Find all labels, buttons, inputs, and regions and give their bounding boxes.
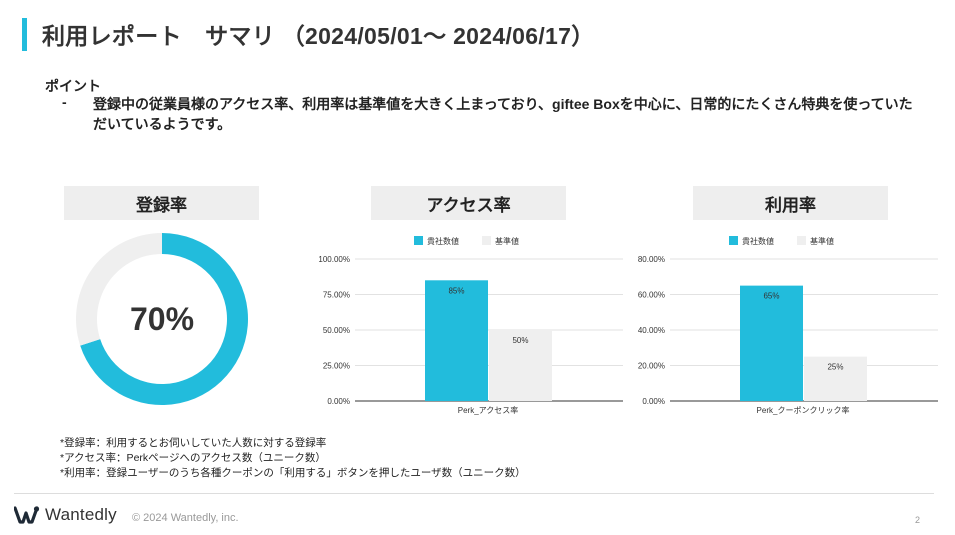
- point-bullet-dash: -: [62, 94, 67, 110]
- donut-slice-1: [75, 233, 162, 346]
- page-title: 利用レポート サマリ （2024/05/01〜 2024/06/17）: [42, 23, 595, 49]
- usage-chart-bar-label-0: 65%: [763, 292, 779, 301]
- access-chart-ytick-label-2: 50.00%: [323, 326, 350, 335]
- usage-chart-legend-label-0: 貴社数値: [742, 236, 774, 246]
- point-heading: ポイント: [45, 78, 101, 94]
- usage-chart-legend-label-1: 基準値: [810, 236, 834, 246]
- footnote-usage: *利用率：登録ユーザーのうち各種クーポンの「利用する」ボタンを押したユーザ数（ユ…: [60, 467, 526, 479]
- usage-chart-ytick-label-3: 60.00%: [638, 291, 665, 300]
- access-chart-ytick-label-0: 0.00%: [327, 397, 350, 406]
- wantedly-logo: Wantedly: [14, 505, 117, 525]
- usage-chart-ytick-label-1: 20.00%: [638, 362, 665, 371]
- registration-donut-chart: 70%: [72, 229, 252, 409]
- access-chart-legend-label-0: 貴社数値: [427, 236, 459, 246]
- wantedly-w-icon: [14, 506, 40, 524]
- access-chart-ytick-label-4: 100.00%: [318, 255, 350, 264]
- access-chart-bar-label-1: 50%: [512, 336, 528, 345]
- usage-chart-bar-1: [804, 356, 867, 401]
- usage-chart-ytick-label-0: 0.00%: [642, 397, 665, 406]
- usage-chart-bar-0: [740, 285, 803, 401]
- access-chart-bar-1: [489, 330, 552, 401]
- usage-chart-ytick-label-4: 80.00%: [638, 255, 665, 264]
- access-chart-ytick-label-1: 25.00%: [323, 362, 350, 371]
- access-chart-bar-0: [425, 280, 488, 401]
- donut-center-label: 70%: [130, 301, 194, 337]
- usage-chart-category-label: Perk_クーポンクリック率: [757, 405, 850, 415]
- access-chart-legend-swatch-0: [414, 236, 423, 245]
- usage-rate-header: 利用率: [693, 186, 888, 220]
- logo-text: Wantedly: [45, 505, 117, 524]
- access-rate-header: アクセス率: [371, 186, 566, 220]
- title-accent-bar: [22, 18, 27, 51]
- access-chart-ytick-label-3: 75.00%: [323, 291, 350, 300]
- usage-rate-bar-chart: 貴社数値 基準値 0.00% 20.00% 40.00% 60.00% 80.00% 65% 2…: [638, 236, 938, 415]
- footnote-access: *アクセス率：Perkページへのアクセス数（ユニーク数）: [60, 452, 326, 464]
- footer-divider: [14, 493, 934, 494]
- page-number: 2: [915, 515, 921, 525]
- usage-chart-legend-swatch-1: [797, 236, 806, 245]
- footnotes: *登録率：利用するとお伺いしていた人数に対する登録率 *アクセス率：Perkペー…: [60, 436, 526, 481]
- usage-chart-ytick-label-2: 40.00%: [638, 326, 665, 335]
- point-text: 登録中の従業員様のアクセス率、利用率は基準値を大きく上まっており、giftee …: [93, 96, 913, 132]
- copyright: © 2024 Wantedly, inc.: [132, 512, 239, 524]
- access-chart-category-label: Perk_アクセス率: [458, 405, 519, 415]
- access-rate-bar-chart: 貴社数値 基準値 0.00% 25.00% 50.00% 75.00% 100.00% 85%…: [318, 236, 623, 415]
- access-chart-bar-label-0: 85%: [448, 286, 464, 295]
- access-chart-legend-label-1: 基準値: [495, 236, 519, 246]
- access-chart-legend-swatch-1: [482, 236, 491, 245]
- footnote-registration: *登録率：利用するとお伺いしていた人数に対する登録率: [60, 437, 327, 449]
- usage-chart-legend-swatch-0: [729, 236, 738, 245]
- usage-chart-bar-label-1: 25%: [827, 363, 843, 372]
- registration-rate-header: 登録率: [64, 186, 259, 220]
- donut-svg: 70%: [75, 233, 249, 405]
